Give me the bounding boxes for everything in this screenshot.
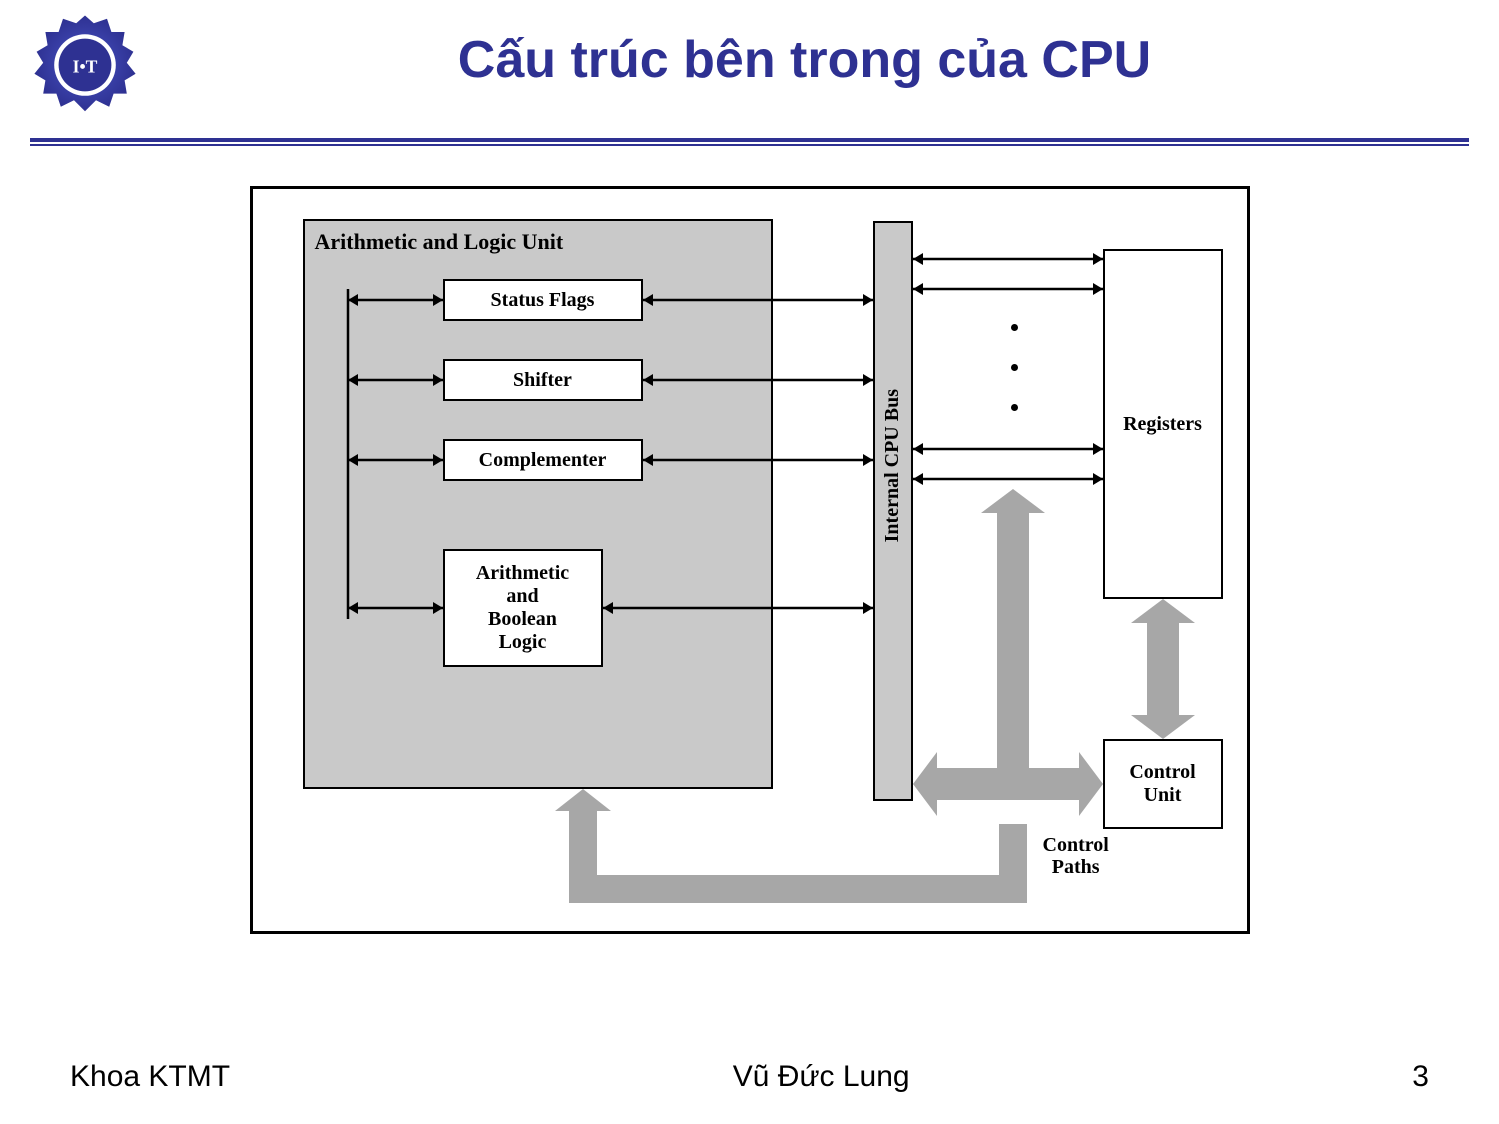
ellipsis-dot	[1011, 364, 1018, 371]
cpu-diagram: Arithmetic and Logic Unit Status Flags S…	[250, 186, 1250, 934]
alu-title: Arithmetic and Logic Unit	[315, 229, 564, 255]
svg-text:I•T: I•T	[73, 57, 98, 77]
header-rule	[30, 138, 1469, 146]
shifter-box: Shifter	[443, 359, 643, 401]
footer-center: Vũ Đức Lung	[733, 1060, 910, 1094]
shifter-label: Shifter	[513, 369, 572, 392]
control-unit-box: Control Unit	[1103, 739, 1223, 829]
logo-icon: I•T	[30, 10, 140, 120]
control-unit-label: Control Unit	[1129, 761, 1195, 807]
footer-right: 3	[1412, 1060, 1429, 1094]
ellipsis-dot	[1011, 324, 1018, 331]
registers-box: Registers	[1103, 249, 1223, 599]
abl-label: Arithmetic and Boolean Logic	[476, 562, 569, 654]
registers-label: Registers	[1123, 413, 1202, 436]
footer-left: Khoa KTMT	[70, 1060, 230, 1094]
control-paths-label: Control Paths	[1043, 834, 1109, 878]
ellipsis-dot	[1011, 404, 1018, 411]
complementer-box: Complementer	[443, 439, 643, 481]
arithmetic-boolean-logic-box: Arithmetic and Boolean Logic	[443, 549, 603, 667]
page-title: Cấu trúc bên trong của CPU	[140, 30, 1469, 90]
diagram-outer-frame: Arithmetic and Logic Unit Status Flags S…	[250, 186, 1250, 934]
status-flags-label: Status Flags	[491, 289, 595, 312]
footer: Khoa KTMT Vũ Đức Lung 3	[0, 1060, 1499, 1094]
status-flags-box: Status Flags	[443, 279, 643, 321]
internal-cpu-bus-label: Internal CPU Bus	[881, 389, 904, 542]
complementer-label: Complementer	[479, 449, 607, 472]
